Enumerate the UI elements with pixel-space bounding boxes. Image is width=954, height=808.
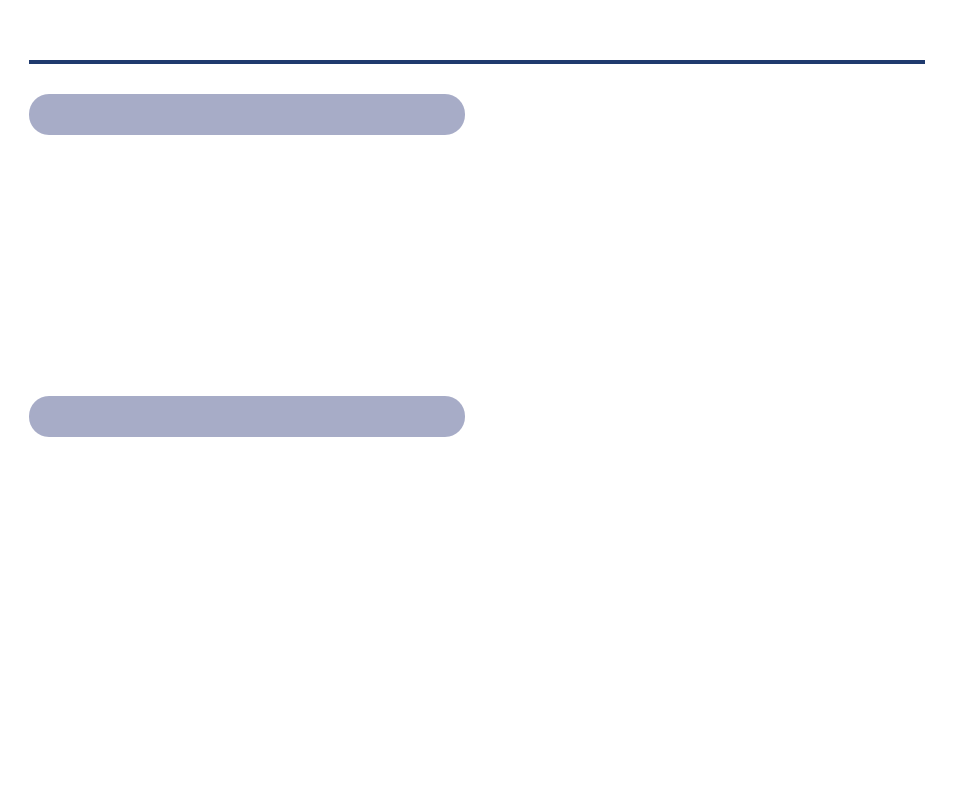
horizontal-rule xyxy=(29,60,925,64)
placeholder-bar-1 xyxy=(29,94,465,135)
page-canvas xyxy=(0,0,954,808)
placeholder-bar-2 xyxy=(29,396,465,437)
